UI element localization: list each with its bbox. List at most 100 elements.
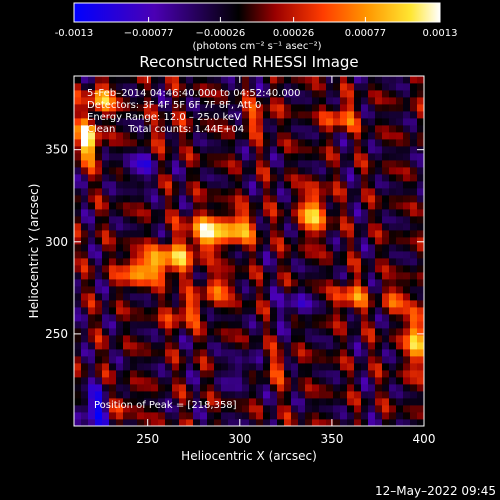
heatmap-cell: [410, 237, 418, 245]
heatmap-cell: [235, 146, 243, 154]
heatmap-cell: [347, 146, 355, 154]
heatmap-cell: [389, 279, 397, 287]
heatmap-cell: [109, 363, 117, 371]
heatmap-cell: [207, 111, 215, 119]
heatmap-cell: [298, 83, 306, 91]
heatmap-cell: [256, 174, 264, 182]
heatmap-cell: [172, 314, 180, 322]
heatmap-cell: [298, 356, 306, 364]
heatmap-cells: [74, 76, 424, 426]
heatmap-cell: [284, 321, 292, 329]
heatmap-cell: [375, 342, 383, 350]
heatmap-cell: [221, 97, 229, 105]
heatmap-cell: [368, 356, 376, 364]
heatmap-cell: [256, 300, 264, 308]
heatmap-cell: [354, 370, 362, 378]
heatmap-cell: [347, 125, 355, 133]
heatmap-cell: [151, 363, 159, 371]
heatmap-cell: [221, 167, 229, 175]
heatmap-cell: [95, 370, 103, 378]
heatmap-cell: [186, 160, 194, 168]
heatmap-cell: [270, 314, 278, 322]
heatmap-cell: [144, 167, 152, 175]
heatmap-cell: [193, 216, 201, 224]
heatmap-cell: [200, 202, 208, 210]
heatmap-cell: [186, 272, 194, 280]
heatmap-cell: [326, 111, 334, 119]
heatmap-cell: [109, 174, 117, 182]
heatmap-cell: [403, 286, 411, 294]
heatmap-cell: [326, 307, 334, 315]
heatmap-cell: [389, 265, 397, 273]
heatmap-cell: [207, 125, 215, 133]
heatmap-cell: [340, 272, 348, 280]
heatmap-cell: [221, 258, 229, 266]
heatmap-cell: [368, 181, 376, 189]
heatmap-cell: [228, 153, 236, 161]
heatmap-cell: [123, 356, 131, 364]
heatmap-cell: [207, 314, 215, 322]
heatmap-cell: [410, 132, 418, 140]
heatmap-cell: [81, 342, 89, 350]
heatmap-cell: [256, 111, 264, 119]
heatmap-cell: [151, 300, 159, 308]
heatmap-cell: [137, 272, 145, 280]
heatmap-cell: [207, 328, 215, 336]
heatmap-cell: [123, 272, 131, 280]
heatmap-cell: [256, 97, 264, 105]
heatmap-cell: [403, 265, 411, 273]
heatmap-cell: [144, 188, 152, 196]
heatmap-cell: [193, 363, 201, 371]
heatmap-cell: [354, 251, 362, 259]
heatmap-cell: [242, 314, 250, 322]
heatmap-cell: [221, 160, 229, 168]
heatmap-cell: [200, 118, 208, 126]
heatmap-cell: [410, 314, 418, 322]
heatmap-cell: [95, 160, 103, 168]
heatmap-cell: [319, 237, 327, 245]
heatmap-cell: [305, 307, 313, 315]
heatmap-cell: [214, 174, 222, 182]
heatmap-cell: [207, 181, 215, 189]
heatmap-cell: [284, 237, 292, 245]
heatmap-cell: [326, 370, 334, 378]
heatmap-cell: [179, 132, 187, 140]
heatmap-cell: [158, 209, 166, 217]
heatmap-cell: [235, 97, 243, 105]
heatmap-cell: [368, 349, 376, 357]
heatmap-cell: [109, 328, 117, 336]
heatmap-cell: [368, 230, 376, 238]
heatmap-cell: [249, 202, 257, 210]
heatmap-cell: [172, 230, 180, 238]
heatmap-cell: [284, 139, 292, 147]
heatmap-cell: [207, 174, 215, 182]
heatmap-cell: [88, 405, 96, 413]
heatmap-cell: [179, 405, 187, 413]
heatmap-cell: [158, 230, 166, 238]
heatmap-cell: [144, 335, 152, 343]
heatmap-cell: [186, 251, 194, 259]
heatmap-cell: [123, 216, 131, 224]
heatmap-cell: [81, 230, 89, 238]
heatmap-cell: [228, 412, 236, 420]
heatmap-cell: [361, 391, 369, 399]
heatmap-cell: [123, 419, 131, 426]
heatmap-cell: [221, 104, 229, 112]
heatmap-cell: [193, 125, 201, 133]
heatmap-cell: [361, 265, 369, 273]
heatmap-cell: [277, 384, 285, 392]
heatmap-cell: [368, 412, 376, 420]
heatmap-cell: [137, 370, 145, 378]
heatmap-cell: [235, 384, 243, 392]
heatmap-cell: [368, 111, 376, 119]
heatmap-cell: [375, 153, 383, 161]
heatmap-cell: [242, 335, 250, 343]
heatmap-cell: [74, 104, 82, 112]
heatmap-cell: [305, 244, 313, 252]
heatmap-cell: [368, 216, 376, 224]
heatmap-cell: [375, 83, 383, 91]
heatmap-cell: [193, 230, 201, 238]
heatmap-cell: [375, 265, 383, 273]
heatmap-cell: [389, 83, 397, 91]
heatmap-cell: [403, 314, 411, 322]
